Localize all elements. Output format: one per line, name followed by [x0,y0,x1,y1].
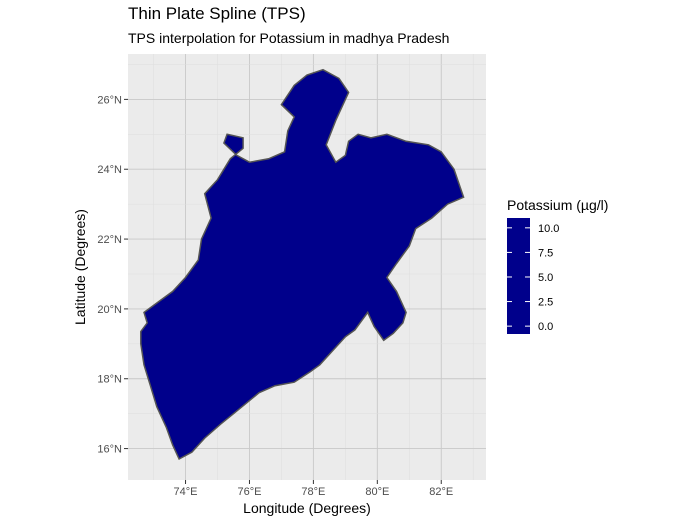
chart-subtitle: TPS interpolation for Potassium in madhy… [128,30,450,46]
legend-tick-label: 5.0 [538,272,553,284]
legend-ticks: 0.0 2.5 5.0 7.5 10.0 [507,223,559,333]
x-tick-label: 76°E [237,486,261,498]
legend-tick-label: 0.0 [538,321,553,333]
legend-tick-label: 2.5 [538,297,553,309]
chart-title: Thin Plate Spline (TPS) [128,4,306,23]
y-axis-label: Latitude (Degrees) [72,209,88,325]
x-tick-label: 80°E [365,486,389,498]
x-axis: 74°E 76°E 78°E 80°E 82°E [174,480,453,498]
y-tick-label: 26°N [97,94,122,106]
legend-tick-label: 10.0 [538,223,559,235]
legend: Potassium (µg/l) 0.0 2.5 5.0 7.5 10.0 [507,197,608,334]
x-tick-label: 78°E [301,486,325,498]
legend-tick-label: 7.5 [538,247,553,259]
legend-colorbar [507,218,530,334]
legend-title: Potassium (µg/l) [507,197,608,213]
x-tick-label: 82°E [429,486,453,498]
y-tick-label: 20°N [97,304,122,316]
y-tick-label: 22°N [97,234,122,246]
state-boundary [140,68,465,461]
y-axis: 16°N 18°N 20°N 22°N 24°N 26°N [97,94,128,456]
y-tick-label: 16°N [97,444,122,456]
x-axis-label: Longitude (Degrees) [243,500,371,516]
x-tick-label: 74°E [174,486,198,498]
y-tick-label: 18°N [97,374,122,386]
y-tick-label: 24°N [97,164,122,176]
